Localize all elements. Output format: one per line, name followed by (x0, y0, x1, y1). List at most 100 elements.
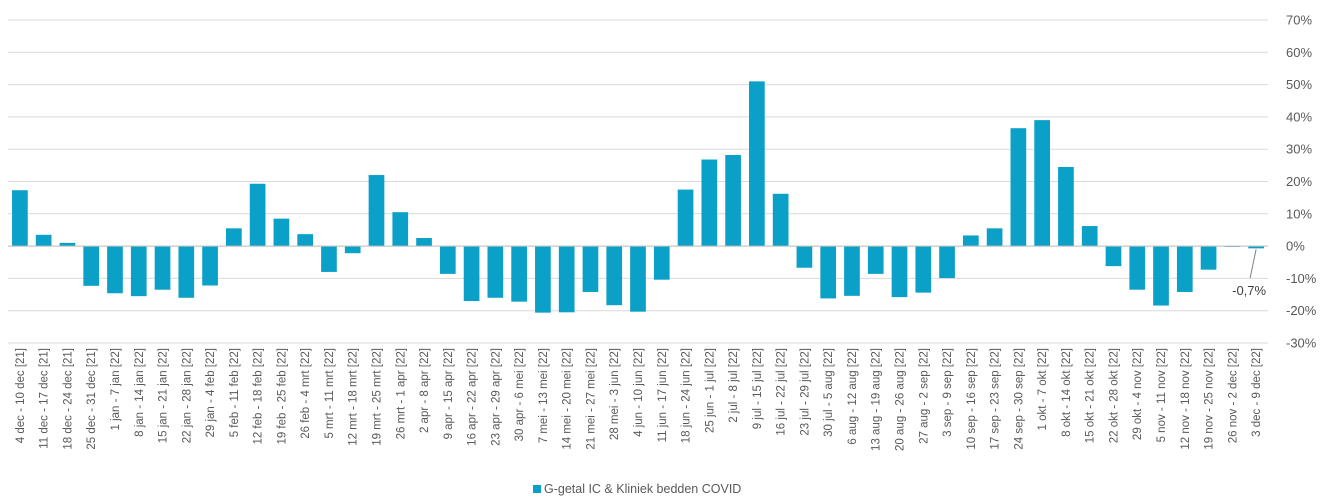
y-tick-label: 60% (1286, 45, 1312, 60)
x-tick-label: 13 aug - 19 aug [22] (871, 348, 883, 451)
x-tick-label: 19 nov - 25 nov [22] (1204, 348, 1216, 450)
x-tick-label: 8 jan - 14 jan [22] (134, 348, 146, 437)
x-tick-label: 27 aug - 2 sep [22] (918, 348, 930, 444)
bars (12, 81, 1264, 313)
bar (83, 246, 100, 286)
x-tick-label: 3 sep - 9 sep [22] (942, 348, 954, 437)
x-tick-label: 26 mrt - 1 apr [22] (395, 348, 407, 439)
bar (154, 246, 171, 290)
x-tick-label: 10 sep - 16 sep [22] (966, 348, 978, 450)
bar (392, 212, 409, 247)
bar (297, 234, 314, 247)
x-tick-label: 18 jun - 24 jun [22] (681, 348, 693, 443)
x-tick-label: 11 jun - 17 jun [22] (657, 348, 669, 442)
bar (606, 246, 623, 306)
x-tick-label: 6 aug - 12 aug [22] (847, 348, 859, 445)
x-tick-label: 12 feb - 18 feb [22] (253, 348, 265, 445)
bar (178, 246, 195, 298)
x-tick-label: 9 jul - 15 jul [22] (752, 348, 764, 429)
legend: G-getal IC & Kliniek bedden COVID (533, 482, 741, 496)
bar (1200, 246, 1217, 270)
bar (844, 246, 860, 296)
bar (558, 246, 575, 313)
bar (653, 246, 670, 280)
gridlines (8, 19, 1268, 344)
bar (487, 246, 504, 298)
x-tick-label: 2 apr - 8 apr [22] (419, 348, 431, 433)
bar (867, 246, 884, 274)
x-tick-label: 2 jul - 8 jul [22] (728, 348, 740, 423)
bar (368, 175, 385, 247)
x-tick-label: 20 aug - 26 aug [22] (895, 348, 907, 451)
x-tick-label: 21 mei - 27 mei [22] (585, 348, 597, 450)
x-tick-label: 22 jan - 28 jan [22] (181, 348, 193, 443)
bar (463, 246, 480, 302)
x-tick-label: 5 nov - 11 nov [22] (1156, 348, 1168, 442)
y-tick-label: 70% (1286, 13, 1312, 28)
x-tick-label: 9 apr - 15 apr [22] (443, 348, 455, 439)
x-tick-label: 24 sep - 30 sep [22] (1013, 348, 1025, 450)
bar (1081, 226, 1098, 247)
bar (772, 193, 789, 247)
x-tick-label: 12 nov - 18 nov [22] (1180, 348, 1192, 450)
x-tick-label: 8 okt - 14 okt [22] (1061, 348, 1073, 437)
x-tick-label: 30 apr - 6 mei [22] (514, 348, 526, 441)
bar (677, 189, 694, 247)
bar (130, 246, 147, 297)
x-tick-label: 22 okt - 28 okt [22] (1108, 348, 1120, 443)
x-tick-label: 17 sep - 23 sep [22] (990, 348, 1002, 450)
bar (725, 155, 741, 247)
bar (986, 228, 1003, 247)
y-tick-label: -20% (1286, 303, 1317, 318)
bar (344, 246, 361, 254)
annotation-label: -0,7% (1232, 283, 1266, 298)
x-tick-label: 29 okt - 4 nov [22] (1132, 348, 1144, 440)
bar (226, 228, 242, 247)
bar (59, 242, 76, 247)
annotations: -0,7% (1232, 249, 1267, 298)
x-tick-label: 16 apr - 22 apr [22] (467, 348, 479, 446)
bar (630, 246, 646, 312)
bar (511, 246, 527, 302)
x-tick-label: 18 dec - 24 dec [21] (62, 348, 74, 450)
x-tick-label: 14 mei - 20 mei [22] (562, 348, 574, 450)
y-tick-label: 20% (1286, 174, 1312, 189)
bar (1010, 128, 1027, 247)
x-tick-label: 1 okt - 7 okt [22] (1037, 348, 1049, 430)
y-axis-ticks: -30% -20% -10% 0% 10% 20% 30% 40% 50% 60% 70% (1286, 13, 1317, 351)
bar (249, 183, 266, 247)
bar (820, 246, 837, 299)
bar (107, 246, 123, 294)
bar (915, 246, 932, 293)
bar (701, 159, 718, 247)
x-tick-label: 23 apr - 29 apr [22] (490, 348, 502, 446)
y-tick-label: 40% (1286, 109, 1312, 124)
bar (939, 246, 955, 279)
bar (1034, 120, 1050, 247)
x-tick-label: 26 feb - 4 mrt [22] (300, 348, 312, 439)
bar (1176, 246, 1193, 292)
y-tick-label: -30% (1286, 336, 1317, 351)
x-axis-ticks: 4 dec - 10 dec [21] 11 dec - 17 dec [21] 1… (15, 348, 1263, 451)
x-tick-label: 5 feb - 11 feb [22] (229, 348, 241, 437)
bar (1105, 246, 1122, 267)
x-tick-label: 28 mei - 3 jun [22] (609, 348, 621, 440)
bar (12, 190, 28, 247)
x-tick-label: 15 jan - 21 jan [22] (158, 348, 170, 443)
bar (962, 235, 979, 247)
bar (416, 238, 432, 247)
x-tick-label: 19 feb - 25 feb [22] (276, 348, 288, 445)
bar (202, 246, 218, 286)
x-tick-label: 29 jan - 4 feb [22] (205, 348, 217, 438)
bar (796, 246, 813, 268)
x-tick-label: 25 dec - 31 dec [21] (86, 348, 98, 450)
x-tick-label: 15 okt - 21 okt [22] (1085, 348, 1097, 443)
bar (535, 246, 551, 313)
x-tick-label: 5 mrt - 11 mrt [22] (324, 348, 336, 439)
bar (439, 246, 456, 274)
x-tick-label: 19 mrt - 25 mrt [22] (371, 348, 383, 446)
x-tick-label: 23 jul - 29 jul [22] (799, 348, 811, 436)
bar (582, 246, 599, 292)
annotation-leader (1249, 249, 1257, 279)
